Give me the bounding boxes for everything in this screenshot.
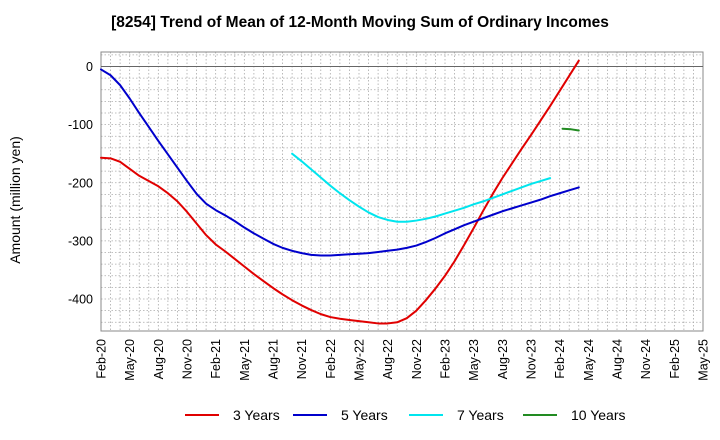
x-tick-label: Aug-24 <box>611 339 625 379</box>
x-tick-label: Nov-23 <box>525 339 539 379</box>
legend-swatch <box>409 414 443 416</box>
x-tick-label: May-23 <box>467 339 481 381</box>
y-tick-label: -300 <box>68 234 93 248</box>
x-tick-label: Nov-20 <box>181 339 195 379</box>
legend-item: 7 Years <box>409 405 504 425</box>
legend-label: 3 Years <box>233 407 280 423</box>
legend-item: 10 Years <box>523 405 626 425</box>
x-tick-label: May-24 <box>582 339 596 381</box>
legend-swatch <box>523 414 557 416</box>
legend-item: 3 Years <box>185 405 280 425</box>
legend-label: 7 Years <box>457 407 504 423</box>
x-tick-label: Aug-21 <box>267 339 281 379</box>
y-tick-labels: 0 -100 -200 -300 -400 <box>68 60 93 307</box>
x-tick-labels: Feb-20 May-20 Aug-20 Nov-20 Feb-21 May-21 Aug-… <box>95 339 711 381</box>
series-line-7-years <box>291 152 552 223</box>
legend-label: 10 Years <box>571 407 626 423</box>
y-tick-label: -200 <box>68 176 93 190</box>
x-tick-label: Nov-24 <box>639 339 653 379</box>
x-tick-label: Feb-24 <box>553 339 567 379</box>
x-tick-label: Aug-20 <box>152 339 166 379</box>
series-line-5-years <box>100 68 580 257</box>
x-tick-label: Aug-22 <box>381 339 395 379</box>
x-tick-label: May-20 <box>123 339 137 381</box>
x-tick-label: Feb-25 <box>668 339 682 379</box>
x-tick-label: Feb-23 <box>439 339 453 379</box>
x-tick-label: Feb-20 <box>95 339 109 379</box>
x-tick-label: Feb-21 <box>209 339 223 379</box>
legend-swatch <box>185 414 219 416</box>
legend-swatch <box>293 414 327 416</box>
series-line-3-years <box>100 59 580 325</box>
legend: 3 Years 5 Years 7 Years 10 Years <box>0 405 720 425</box>
series-lines <box>100 59 580 325</box>
x-tick-label: May-21 <box>238 339 252 381</box>
x-tick-label: Nov-22 <box>410 339 424 379</box>
y-tick-label: 0 <box>86 60 93 74</box>
legend-item: 5 Years <box>293 405 388 425</box>
chart-title: [8254] Trend of Mean of 12-Month Moving … <box>111 14 609 31</box>
grid-lines <box>101 52 703 331</box>
x-tick-label: May-25 <box>697 339 711 381</box>
x-tick-label: May-22 <box>353 339 367 381</box>
x-tick-label: Feb-22 <box>324 339 338 379</box>
x-tick-label: Aug-23 <box>496 339 510 379</box>
series-line-10-years <box>561 127 580 132</box>
y-tick-label: -400 <box>68 293 93 307</box>
plot-area <box>100 51 704 332</box>
x-tick-label: Nov-21 <box>295 339 309 379</box>
y-tick-label: -100 <box>68 118 93 132</box>
legend-label: 5 Years <box>341 407 388 423</box>
